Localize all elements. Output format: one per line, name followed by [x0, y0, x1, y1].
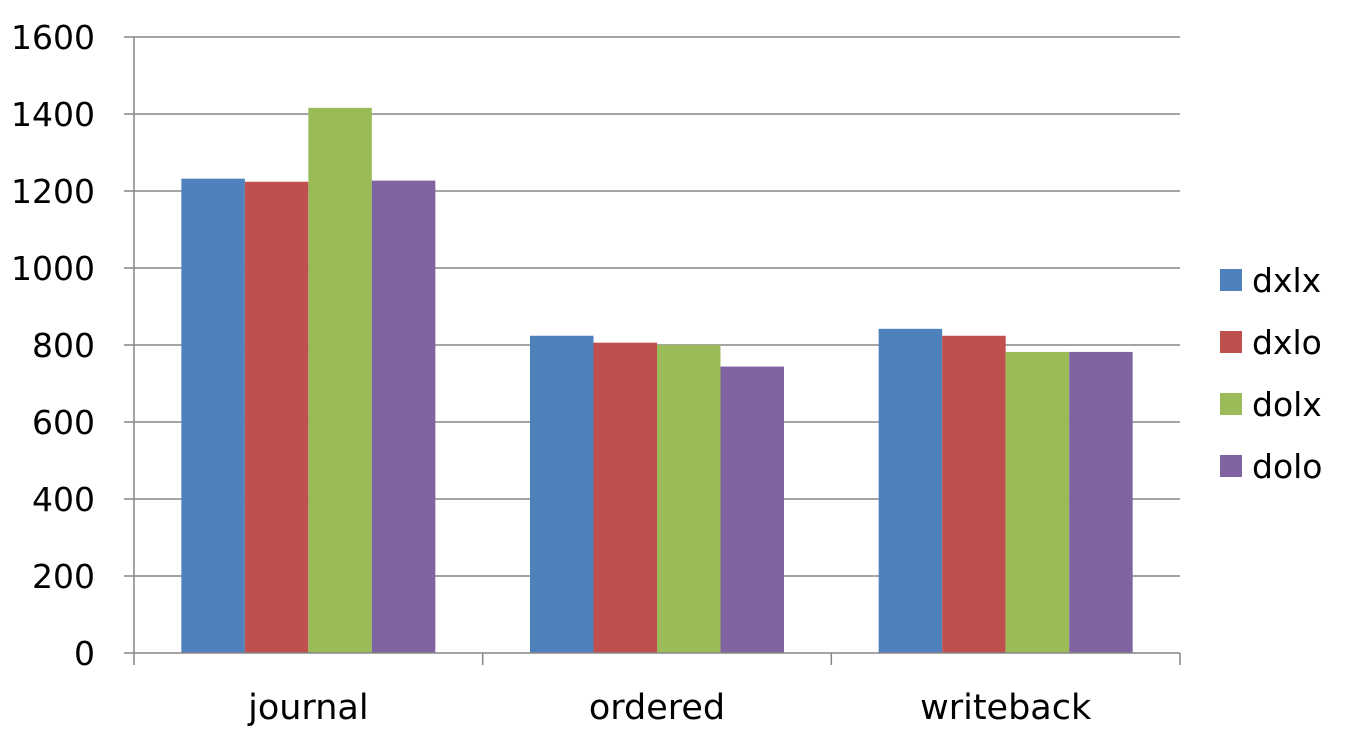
- bar-dxlx-journal: [181, 178, 245, 653]
- y-tick-label: 600: [32, 403, 95, 442]
- legend-label-dolo: dolo: [1252, 447, 1323, 486]
- legend-label-dolx: dolx: [1252, 385, 1322, 424]
- bar-dxlx-ordered: [530, 335, 594, 653]
- bar-dxlo-writeback: [942, 335, 1006, 653]
- y-tick-label: 0: [74, 634, 95, 673]
- bars: [181, 107, 1133, 654]
- bar-dolx-journal: [308, 107, 372, 654]
- legend-swatch-dolx: [1220, 393, 1242, 415]
- legend: dxlx dxlo dolx dolo: [1220, 261, 1323, 486]
- bar-dolx-writeback: [1005, 351, 1070, 653]
- bar-dxlx-writeback: [878, 328, 943, 653]
- bar-dolo-writeback: [1069, 351, 1133, 653]
- y-tick-label: 200: [32, 557, 95, 596]
- bar-dolx-ordered: [657, 345, 721, 653]
- x-axis: journal ordered writeback: [133, 652, 1181, 728]
- legend-swatch-dxlx: [1220, 269, 1242, 291]
- bar-dolo-ordered: [720, 366, 784, 653]
- y-tick-label: 1000: [11, 249, 95, 288]
- y-tick-label: 1200: [11, 172, 95, 211]
- legend-swatch-dxlo: [1220, 331, 1242, 353]
- legend-label-dxlo: dxlo: [1252, 323, 1322, 362]
- bar-dolo-journal: [371, 180, 436, 654]
- y-tick-label: 1400: [11, 95, 95, 134]
- y-tick-label: 800: [32, 326, 95, 365]
- x-category-label: journal: [247, 688, 368, 728]
- x-category-label: ordered: [589, 688, 725, 728]
- y-tick-label: 1600: [11, 18, 95, 57]
- y-axis: 0 200 400 600 800 1000 1200 1400 1600: [11, 18, 135, 673]
- y-tick-label: 400: [32, 480, 95, 519]
- bar-dxlo-journal: [244, 181, 309, 653]
- bar-dxlo-ordered: [593, 342, 657, 653]
- legend-label-dxlx: dxlx: [1252, 261, 1321, 300]
- x-category-label: writeback: [920, 688, 1092, 728]
- legend-swatch-dolo: [1220, 455, 1242, 477]
